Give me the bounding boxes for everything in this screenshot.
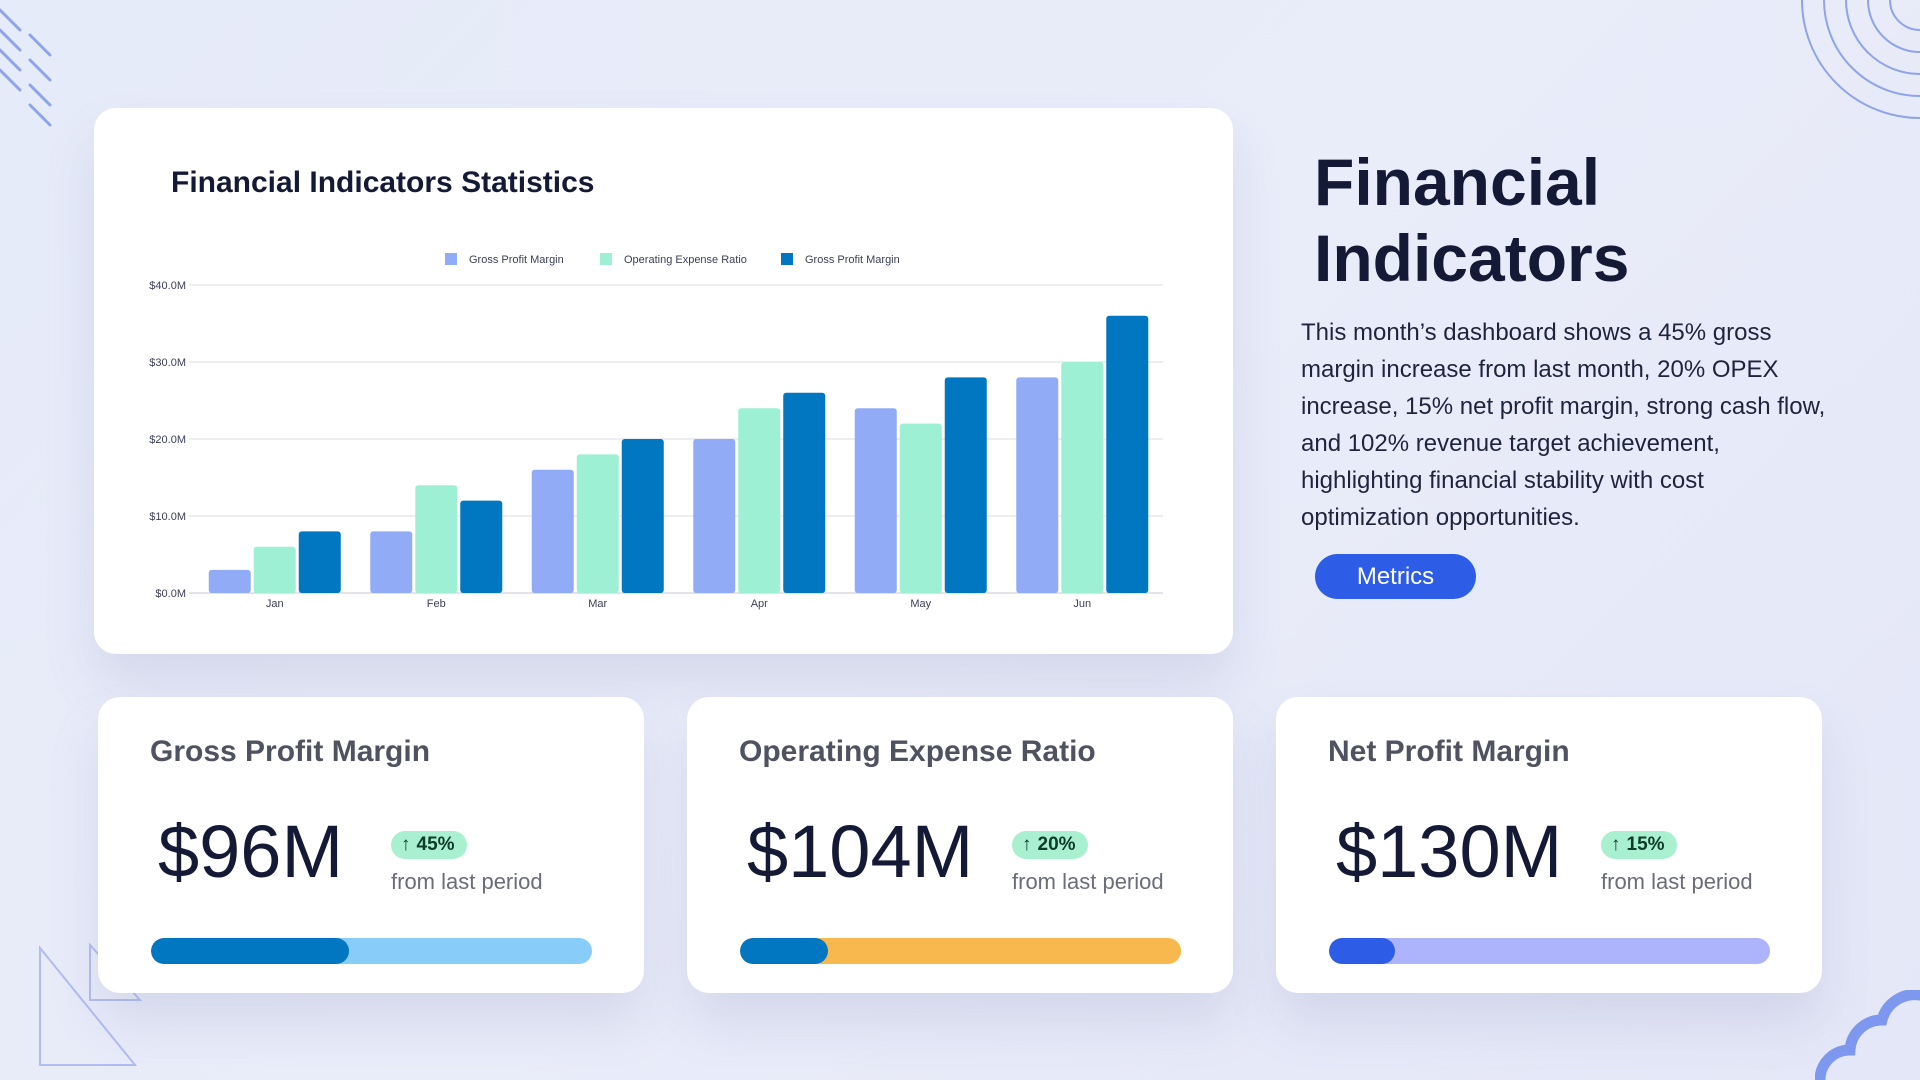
diagonal-lines-decoration — [0, 8, 52, 127]
arrow-up-icon: ↑ — [1022, 834, 1032, 855]
bar — [253, 546, 296, 593]
bar — [370, 531, 413, 593]
legend-label: Operating Expense Ratio — [624, 254, 747, 266]
bar — [415, 485, 458, 593]
bar — [944, 377, 987, 593]
y-tick-label: $30.0M — [149, 357, 186, 369]
legend-label: Gross Profit Margin — [805, 254, 900, 266]
bar — [693, 439, 736, 593]
metric-title: Operating Expense Ratio — [739, 735, 1096, 768]
metric-card-net-profit-margin: Net Profit Margin $130M ↑ 15% from last p… — [1276, 697, 1822, 993]
x-tick-label: Feb — [427, 598, 446, 610]
arrow-up-icon: ↑ — [401, 834, 411, 855]
change-value: 15% — [1626, 834, 1665, 855]
cloud-decoration — [1815, 990, 1920, 1080]
progress-bar — [740, 938, 1181, 964]
progress-fill — [1329, 938, 1396, 964]
metric-value: $104M — [747, 810, 974, 893]
x-tick-label: Apr — [751, 598, 768, 610]
bar — [298, 531, 341, 593]
metric-card-gross-profit-margin: Gross Profit Margin $96M ↑ 45% from last … — [98, 697, 644, 993]
page-title: Financial Indicators — [1314, 145, 1630, 295]
chart-card: Financial Indicators Statistics $0.0M $10… — [94, 108, 1233, 654]
bar — [854, 408, 897, 593]
bar — [1106, 315, 1149, 593]
metric-subtitle: from last period — [1601, 869, 1753, 894]
bar — [899, 423, 942, 593]
metric-value: $130M — [1336, 810, 1563, 893]
y-tick-label: $40.0M — [149, 280, 186, 292]
progress-bar — [1329, 938, 1770, 964]
y-tick-label: $20.0M — [149, 434, 186, 446]
bar — [783, 392, 826, 593]
concentric-arcs-decoration — [1801, 0, 1920, 119]
legend-swatch — [781, 253, 793, 265]
bar — [576, 454, 619, 593]
metric-subtitle: from last period — [1012, 869, 1164, 894]
metric-card-operating-expense-ratio: Operating Expense Ratio $104M ↑ 20% from … — [687, 697, 1233, 993]
bar — [1061, 362, 1104, 593]
legend-swatch — [600, 253, 612, 265]
metric-value: $96M — [158, 810, 344, 893]
metric-title: Net Profit Margin — [1328, 735, 1570, 768]
change-badge: ↑ 45% — [391, 831, 467, 859]
bar — [621, 439, 664, 593]
chart-title: Financial Indicators Statistics — [171, 166, 595, 199]
bar — [460, 500, 503, 593]
change-badge: ↑ 20% — [1012, 831, 1088, 859]
x-tick-label: Jun — [1073, 598, 1091, 610]
page-description: This month’s dashboard shows a 45% gross… — [1301, 319, 1826, 531]
progress-bar — [151, 938, 592, 964]
x-tick-label: May — [910, 598, 931, 610]
metric-title: Gross Profit Margin — [150, 735, 431, 768]
change-badge: ↑ 15% — [1601, 831, 1677, 859]
y-tick-label: $0.0M — [155, 588, 186, 600]
bar — [738, 408, 781, 593]
x-tick-label: Mar — [588, 598, 607, 610]
legend-swatch — [445, 253, 457, 265]
metric-subtitle: from last period — [391, 869, 543, 894]
bar — [1016, 377, 1059, 593]
x-tick-label: Jan — [266, 598, 284, 610]
y-tick-label: $10.0M — [149, 511, 186, 523]
change-value: 20% — [1037, 834, 1076, 855]
progress-fill — [740, 938, 829, 964]
progress-fill — [151, 938, 350, 964]
bar — [208, 569, 251, 593]
bar-chart: $0.0M $10.0M $20.0M $30.0M $40.0M Jan Feb Mar Ap… — [149, 253, 1163, 610]
arrow-up-icon: ↑ — [1611, 834, 1621, 855]
bar — [531, 469, 574, 593]
legend-label: Gross Profit Margin — [469, 254, 564, 266]
change-value: 45% — [416, 834, 455, 855]
metrics-button[interactable]: Metrics — [1315, 554, 1476, 599]
